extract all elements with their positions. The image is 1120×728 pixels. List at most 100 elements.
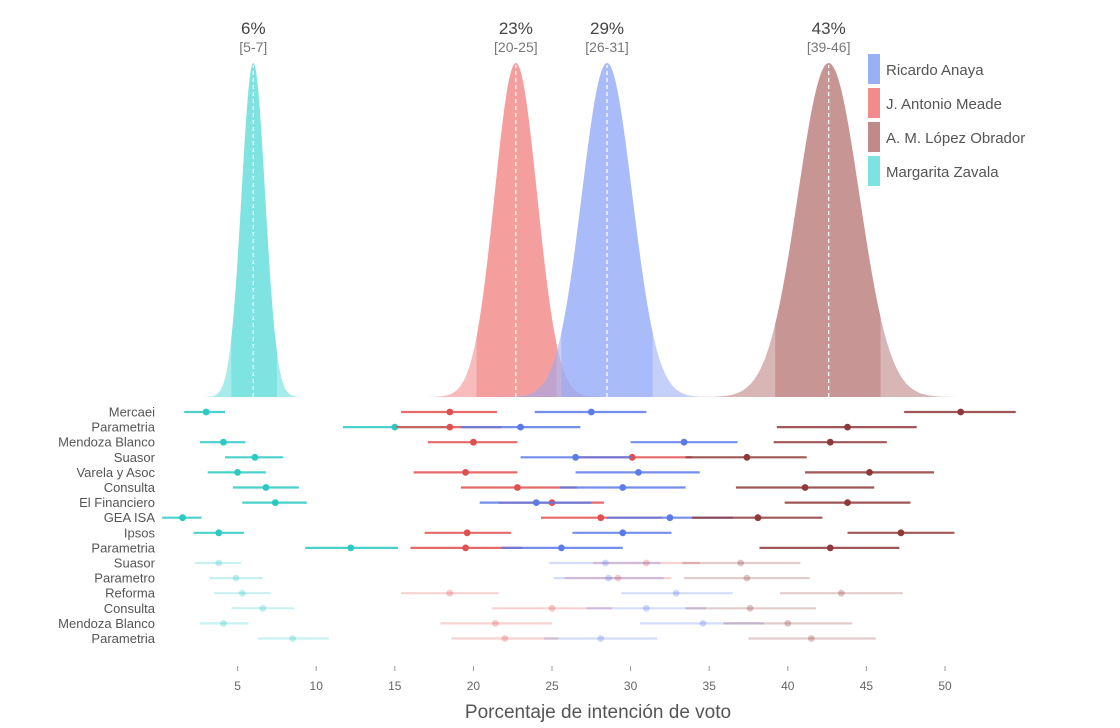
poll-label: Ipsos xyxy=(124,525,156,540)
point-a-m-lopez-obrador xyxy=(826,544,834,552)
point-ricardo-anaya xyxy=(699,620,707,627)
legend-label-ricardo-anaya: Ricardo Anaya xyxy=(886,62,984,79)
legend-swatch-a-m-lopez-obrador xyxy=(868,122,880,152)
point-a-m-lopez-obrador xyxy=(743,574,751,582)
poll-row: GEA ISA xyxy=(104,510,823,525)
poll-row: El Financiero xyxy=(79,495,911,510)
point-margarita-zavala xyxy=(289,635,297,642)
poll-label: Mendoza Blanco xyxy=(58,435,155,450)
point-j-antonio-meade xyxy=(462,469,469,476)
point-ricardo-anaya xyxy=(605,574,612,582)
point-a-m-lopez-obrador xyxy=(866,469,873,476)
point-ricardo-anaya xyxy=(572,453,579,461)
density-ci-a-m-lopez-obrador xyxy=(775,63,881,397)
poll-row: Mendoza Blanco xyxy=(58,616,853,631)
density-ci-j-antonio-meade xyxy=(476,63,557,398)
point-ricardo-anaya xyxy=(619,529,627,537)
x-tick-label-50: 50 xyxy=(938,679,952,693)
legend-swatch-j-antonio-meade xyxy=(868,88,880,118)
point-a-m-lopez-obrador xyxy=(837,589,845,597)
point-ricardo-anaya xyxy=(558,544,565,552)
poll-label: Mendoza Blanco xyxy=(58,616,155,631)
point-a-m-lopez-obrador xyxy=(784,620,792,627)
poll-label: Suasor xyxy=(114,450,156,465)
x-tick-label-45: 45 xyxy=(860,679,874,693)
point-ricardo-anaya xyxy=(666,514,674,522)
poll-row: Ipsos xyxy=(124,525,955,540)
poll-label: Parametria xyxy=(91,540,155,555)
poll-label: Reforma xyxy=(105,586,156,601)
point-margarita-zavala xyxy=(220,620,227,627)
point-a-m-lopez-obrador xyxy=(743,453,751,461)
point-ricardo-anaya xyxy=(587,408,595,416)
poll-row: Parametria xyxy=(91,631,876,646)
point-ricardo-anaya xyxy=(680,438,688,446)
point-margarita-zavala xyxy=(234,469,242,476)
peak-percent-a-m-lopez-obrador: 43% xyxy=(812,19,846,38)
point-j-antonio-meade xyxy=(642,559,650,567)
poll-row: Suasor xyxy=(114,450,807,465)
poll-row: Suasor xyxy=(114,556,801,571)
density-curves xyxy=(185,63,991,398)
point-a-m-lopez-obrador xyxy=(807,635,815,642)
x-tick-label-15: 15 xyxy=(388,679,402,693)
point-ricardo-anaya xyxy=(642,604,650,612)
point-a-m-lopez-obrador xyxy=(957,408,965,416)
peak-percent-margarita-zavala: 6% xyxy=(241,19,266,38)
density-ci-margarita-zavala xyxy=(231,63,277,397)
poll-label: Parametria xyxy=(91,631,155,646)
x-tick-label-25: 25 xyxy=(545,679,559,693)
point-margarita-zavala xyxy=(238,589,246,597)
x-axis-title: Porcentaje de intención de voto xyxy=(465,702,731,723)
point-margarita-zavala xyxy=(202,408,210,416)
point-margarita-zavala xyxy=(271,499,279,506)
point-j-antonio-meade xyxy=(446,408,454,416)
point-j-antonio-meade xyxy=(470,438,477,446)
legend-label-j-antonio-meade: J. Antonio Meade xyxy=(886,96,1002,113)
peak-percent-ricardo-anaya: 29% xyxy=(590,19,624,38)
point-ricardo-anaya xyxy=(602,559,609,567)
point-a-m-lopez-obrador xyxy=(897,529,905,537)
peak-range-a-m-lopez-obrador: [39-46] xyxy=(807,39,851,55)
point-a-m-lopez-obrador xyxy=(844,499,851,506)
poll-row: Mercaei xyxy=(109,405,1016,420)
point-j-antonio-meade xyxy=(462,544,469,552)
poll-label: Consulta xyxy=(104,480,156,495)
x-tick-label-40: 40 xyxy=(781,679,795,693)
point-margarita-zavala xyxy=(215,559,223,567)
point-a-m-lopez-obrador xyxy=(844,423,851,431)
x-tick-label-30: 30 xyxy=(624,679,638,693)
legend-swatch-margarita-zavala xyxy=(868,156,880,186)
point-j-antonio-meade xyxy=(446,589,454,597)
poll-row: Consulta xyxy=(104,480,875,495)
peak-range-j-antonio-meade: [20-25] xyxy=(494,39,538,55)
legend: Ricardo Anaya J. Antonio Meade A. M. López… xyxy=(868,54,1025,186)
point-margarita-zavala xyxy=(347,544,355,552)
poll-label: Consulta xyxy=(104,601,156,616)
point-j-antonio-meade xyxy=(514,484,521,491)
poll-row: Consulta xyxy=(104,601,817,616)
point-ricardo-anaya xyxy=(635,469,642,476)
poll-label: Varela y Asoc xyxy=(76,465,155,480)
point-a-m-lopez-obrador xyxy=(801,484,809,491)
point-margarita-zavala xyxy=(262,484,270,491)
point-j-antonio-meade xyxy=(492,620,499,627)
poll-label: GEA ISA xyxy=(104,510,156,525)
poll-label: Parametria xyxy=(91,420,155,435)
point-ricardo-anaya xyxy=(517,423,524,431)
legend-label-a-m-lopez-obrador: A. M. López Obrador xyxy=(886,130,1025,147)
point-margarita-zavala xyxy=(179,514,186,522)
point-margarita-zavala xyxy=(215,529,223,537)
poll-label: Mercaei xyxy=(109,405,155,420)
point-margarita-zavala xyxy=(232,574,240,582)
poll-row: Parametro xyxy=(94,571,810,586)
poll-row: Parametria xyxy=(91,420,917,435)
point-margarita-zavala xyxy=(220,438,227,446)
point-j-antonio-meade xyxy=(614,574,622,582)
poll-row: Reforma xyxy=(105,586,903,601)
point-ricardo-anaya xyxy=(672,589,680,597)
point-j-antonio-meade xyxy=(548,604,556,612)
x-axis: 5 10 15 20 25 30 35 40 45 50 xyxy=(234,666,952,693)
